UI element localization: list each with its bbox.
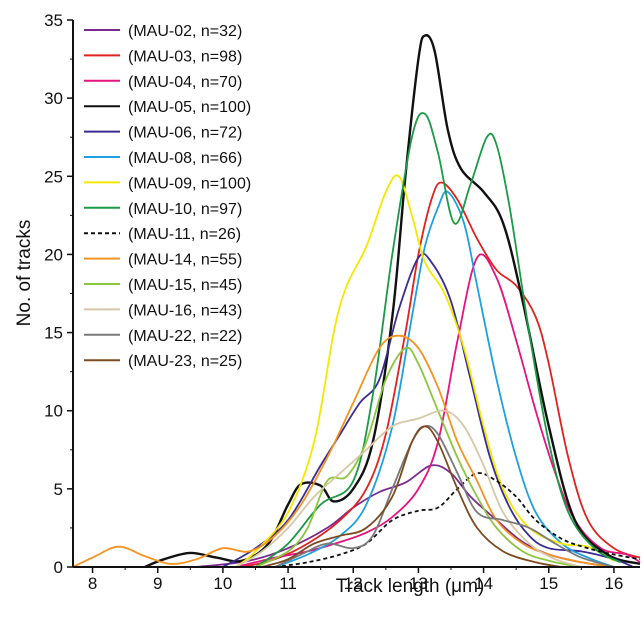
x-tick-label: 8: [88, 574, 97, 593]
series-line-8: [254, 112, 621, 568]
series-line-2: [242, 181, 641, 568]
x-tick-label: 14: [474, 574, 493, 593]
y-tick-label: 5: [54, 480, 63, 499]
legend-label: (MAU-15, n=45): [128, 277, 242, 294]
legend-label: (MAU-22, n=22): [128, 328, 242, 345]
legend: (MAU-02, n=32) (MAU-03, n=98) (MAU-04, n=7…: [84, 23, 251, 370]
axes: 8 9 10 11 12 13 14 15 16 0 5 10 15 20 25 30 35: [44, 11, 640, 593]
x-tick-label: 10: [213, 574, 232, 593]
y-tick-label: 15: [44, 324, 63, 343]
legend-label: (MAU-10, n=97): [128, 201, 242, 218]
x-tick-label: 11: [279, 574, 297, 593]
series-line-13: [274, 424, 615, 568]
x-ticks: 8 9 10 11 12 13 14 15 16: [88, 567, 623, 593]
series-line-10: [72, 334, 615, 568]
x-tick-label: 12: [344, 574, 363, 593]
legend-label: (MAU-23, n=25): [128, 353, 242, 370]
series-line-7: [235, 174, 615, 568]
y-axis-title: No. of tracks: [14, 220, 35, 327]
legend-label: (MAU-05, n=100): [128, 99, 251, 116]
legend-label: (MAU-11, n=26): [128, 226, 241, 243]
series-line-11: [255, 346, 582, 568]
legend-label: (MAU-04, n=70): [128, 74, 242, 91]
x-axis-title: Track length (μm): [336, 576, 485, 597]
y-tick-label: 35: [44, 11, 63, 30]
legend-label: (MAU-08, n=66): [128, 150, 242, 167]
x-tick-label: 16: [604, 574, 623, 593]
legend-label: (MAU-14, n=55): [128, 252, 242, 269]
legend-label: (MAU-03, n=98): [128, 48, 242, 65]
x-tick-label: 13: [409, 574, 428, 593]
legend-label: (MAU-02, n=32): [128, 23, 242, 40]
series-line-5: [222, 252, 634, 568]
series-line-14: [261, 425, 562, 568]
y-tick-label: 10: [44, 402, 63, 421]
x-tick-label: 9: [153, 574, 162, 593]
series-line-6: [274, 190, 615, 568]
series-lines: [72, 34, 641, 569]
legend-label: (MAU-09, n=100): [128, 175, 251, 192]
series-line-12: [235, 409, 582, 568]
y-tick-label: 25: [44, 167, 63, 186]
legend-label: (MAU-06, n=72): [128, 125, 242, 142]
y-ticks: 0 5 10 15 20 25 30 35: [44, 11, 73, 577]
y-tick-label: 0: [54, 558, 63, 577]
legend-label: (MAU-16, n=43): [128, 302, 242, 319]
y-tick-label: 20: [44, 245, 63, 264]
x-tick-label: 15: [539, 574, 558, 593]
y-tick-label: 30: [44, 89, 63, 108]
